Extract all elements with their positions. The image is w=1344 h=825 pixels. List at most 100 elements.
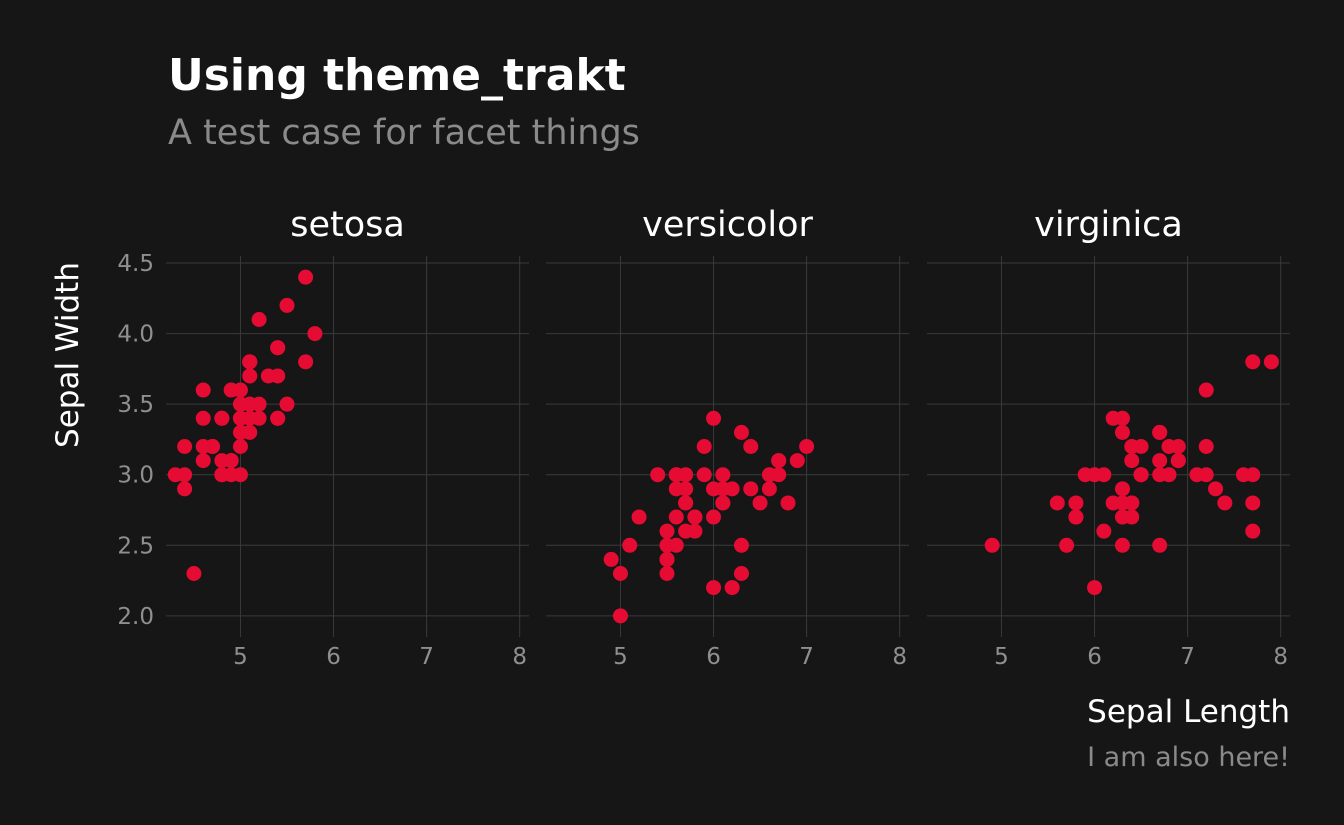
data-point xyxy=(603,551,619,567)
data-point xyxy=(242,368,258,384)
chart-title: Using theme_trakt xyxy=(168,50,626,101)
data-point xyxy=(232,396,248,412)
data-point xyxy=(706,509,722,525)
y-tick-label: 2.0 xyxy=(117,604,154,630)
data-point xyxy=(678,495,694,511)
chart-subtitle: A test case for facet things xyxy=(168,113,640,153)
data-point xyxy=(678,481,694,497)
data-point xyxy=(687,509,703,525)
data-point xyxy=(1198,439,1214,454)
data-point xyxy=(1124,453,1140,469)
y-tick-label: 4.5 xyxy=(117,251,154,277)
facet-strip-label: virginica xyxy=(1034,205,1183,245)
x-tick-label: 7 xyxy=(799,644,814,670)
data-point xyxy=(612,566,628,581)
data-point xyxy=(223,382,239,398)
data-point xyxy=(195,453,211,469)
data-point xyxy=(242,354,258,370)
data-point xyxy=(298,354,314,370)
data-point xyxy=(1245,354,1261,370)
x-tick-label: 6 xyxy=(706,644,721,670)
data-point xyxy=(1087,580,1103,596)
chart-caption: I am also here! xyxy=(1087,742,1290,773)
data-point xyxy=(715,495,731,511)
data-point xyxy=(1161,439,1177,454)
x-tick-label: 7 xyxy=(419,644,434,670)
x-tick-label: 8 xyxy=(1273,644,1288,670)
data-point xyxy=(298,269,314,285)
data-point xyxy=(771,467,787,483)
data-point xyxy=(270,340,286,356)
data-point xyxy=(195,382,211,398)
data-point xyxy=(696,439,712,454)
data-point xyxy=(1245,523,1261,539)
facet-panel-setosa: setosa 5 6 7 8 xyxy=(166,205,529,670)
data-point xyxy=(650,467,666,483)
data-point xyxy=(279,396,295,412)
data-point xyxy=(242,410,258,426)
y-tick-label: 3.0 xyxy=(117,463,154,489)
data-point xyxy=(1152,467,1168,483)
data-point xyxy=(1114,481,1130,497)
data-point xyxy=(622,537,638,553)
data-point xyxy=(984,537,1000,553)
data-point xyxy=(214,410,230,426)
data-point xyxy=(1049,495,1065,511)
data-point xyxy=(177,481,193,497)
y-tick-label: 4.0 xyxy=(117,322,154,348)
data-point xyxy=(1263,354,1279,370)
data-point xyxy=(706,580,722,596)
data-point xyxy=(1114,495,1130,511)
data-point xyxy=(1105,410,1121,426)
data-point xyxy=(1245,495,1261,511)
x-tick-label: 5 xyxy=(994,644,1009,670)
data-point xyxy=(706,481,722,497)
data-point xyxy=(771,453,787,469)
data-point xyxy=(232,424,248,440)
data-point xyxy=(733,537,749,553)
x-tick-label: 5 xyxy=(233,644,248,670)
data-point xyxy=(1114,509,1130,525)
data-point xyxy=(251,396,267,412)
facet-strip-label: setosa xyxy=(290,205,405,245)
data-point xyxy=(780,495,796,511)
facet-panel-versicolor: versicolor 5 6 7 8 xyxy=(546,205,909,670)
data-point xyxy=(743,481,759,497)
data-point xyxy=(743,439,759,454)
data-point xyxy=(1152,453,1168,469)
x-tick-label: 8 xyxy=(512,644,527,670)
data-point xyxy=(1245,467,1261,483)
data-point xyxy=(1170,453,1186,469)
data-point xyxy=(678,467,694,483)
data-point xyxy=(232,439,248,454)
data-point xyxy=(1198,382,1214,398)
y-tick-label: 3.5 xyxy=(117,392,154,418)
data-point xyxy=(1208,481,1224,497)
data-point xyxy=(659,523,675,539)
data-point xyxy=(715,467,731,483)
x-tick-label: 7 xyxy=(1180,644,1195,670)
data-point xyxy=(1133,467,1149,483)
data-point xyxy=(214,467,230,483)
data-point xyxy=(733,424,749,440)
data-point xyxy=(1114,537,1130,553)
data-point xyxy=(1077,467,1093,483)
x-axis-title: Sepal Length xyxy=(1087,694,1290,730)
data-point xyxy=(186,566,202,581)
y-tick-label: 2.5 xyxy=(117,533,154,559)
data-point xyxy=(177,439,193,454)
data-point xyxy=(733,566,749,581)
data-point xyxy=(1096,523,1112,539)
data-point xyxy=(1124,439,1140,454)
data-point xyxy=(223,453,239,469)
data-point xyxy=(1068,509,1084,525)
facet-panel-virginica: virginica 5 6 7 8 xyxy=(927,205,1290,670)
data-point xyxy=(1198,467,1214,483)
data-point xyxy=(659,551,675,567)
data-point xyxy=(659,566,675,581)
data-point xyxy=(260,368,276,384)
data-point xyxy=(270,410,286,426)
data-point xyxy=(668,509,684,525)
facets-layer: 2.0 2.5 3.0 3.5 4.0 4.5 setosa 5 6 7 8 versicolor 5 6… xyxy=(117,205,1290,670)
x-tick-label: 8 xyxy=(892,644,907,670)
